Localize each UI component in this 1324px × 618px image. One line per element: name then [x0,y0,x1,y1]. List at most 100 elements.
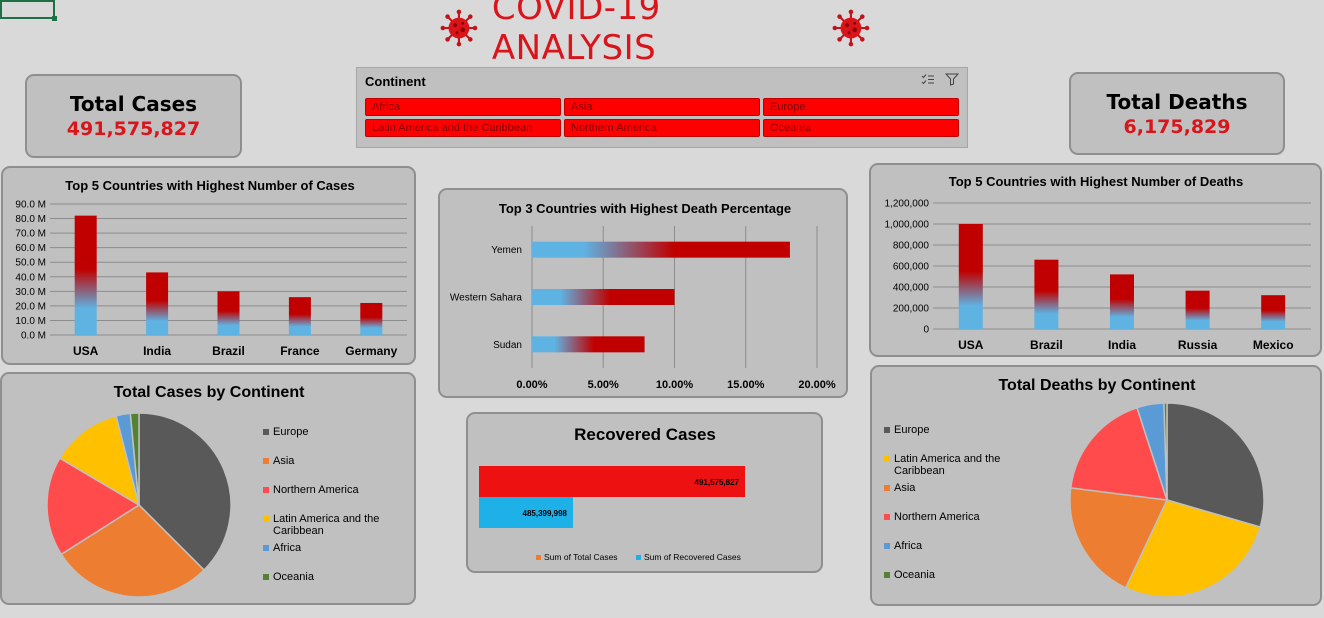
slicer-item-latin-america[interactable]: Latin America and the Caribbean [365,119,561,137]
y-tick-label: 400,000 [893,283,930,294]
y-tick-label: 60.0 M [15,243,46,254]
x-tick-label: Mexico [1253,338,1294,352]
pie-slice [129,412,140,506]
x-tick-label: 0.00% [516,379,547,391]
virus-icon [832,9,870,47]
legend-label: Africa [273,542,302,554]
pie-slice [1069,406,1169,501]
y-tick-label: 1,000,000 [885,220,930,231]
slicer-item-asia[interactable]: Asia [564,98,760,116]
legend-swatch [636,555,641,560]
y-tick-label: 90.0 M [15,200,46,211]
legend-swatch [263,487,269,493]
pie-slice [138,412,232,572]
slicer-item-europe[interactable]: Europe [763,98,959,116]
legend-label: Northern America [894,511,980,523]
legend-label-line: Latin America and the [894,453,1000,465]
legend-label-line: Caribbean [894,465,945,477]
legend-label: Oceania [894,569,936,581]
x-tick-label: Russia [1178,338,1218,352]
bar [1034,259,1059,329]
deaths-by-continent-panel: Total Deaths by Continent Europe Latin Ame… [870,365,1322,606]
x-tick-label: Brazil [212,344,245,358]
legend-swatch [884,572,890,578]
x-tick-label: Germany [345,344,397,358]
legend-label-line: Caribbean [273,525,324,537]
continent-slicer[interactable]: Continent Africa Asia Europe Latin Ameri… [356,67,968,148]
legend-label: Sum of Total Cases [544,552,618,562]
legend-label: Latin America and the Caribbean [894,453,1000,477]
legend-label-line: Latin America and the [273,513,379,525]
legend-label-line: Europe [273,426,308,438]
chart-title: Recovered Cases [574,425,716,444]
top5-cases-chart-panel: Top 5 Countries with Highest Number of C… [1,166,416,365]
x-tick-label: Brazil [1030,338,1063,352]
legend-label: Europe [894,424,929,436]
chart-title: Top 3 Countries with Highest Death Perce… [499,201,791,216]
data-label: 485,399,998 [523,509,568,518]
recovered-cases-chart: Recovered Cases 491,575,827 485,399,998 Sum… [479,425,745,562]
dashboard-title: COVID-19 ANALYSIS [491,0,661,68]
x-tick-label: 5.00% [588,379,619,391]
y-tick-label: Western Sahara [450,293,523,304]
slicer-header: Continent [365,74,426,89]
bar [1261,295,1286,329]
legend-label-line: Northern America [894,511,980,523]
pie-slice [46,457,141,556]
total-cases-value: 491,575,827 [66,118,201,140]
clear-filter-icon[interactable] [945,73,959,86]
y-tick-label: 0 [923,325,929,336]
slicer-item-oceania[interactable]: Oceania [763,119,959,137]
legend-swatch [263,429,269,435]
bar [958,224,983,329]
pie-slice [1163,402,1168,501]
total-deaths-label: Total Deaths [1106,89,1248,114]
y-tick-label: 800,000 [893,241,930,252]
bar [360,302,383,335]
total-cases-card: Total Cases 491,575,827 [25,74,242,158]
x-tick-label: USA [958,338,984,352]
legend-label: Africa [894,540,923,552]
y-tick-label: Sudan [493,340,522,351]
x-tick-label: France [280,344,320,358]
pie-slice [60,504,206,598]
total-deaths-card: Total Deaths 6,175,829 [1069,72,1285,155]
x-tick-label: India [143,344,171,358]
y-tick-label: 40.0 M [15,272,46,283]
selected-cell[interactable] [0,0,57,21]
y-tick-label: 1,200,000 [885,199,930,210]
legend-label-line: Africa [273,542,302,554]
legend-label: Europe [273,426,308,438]
chart-title: Total Deaths by Continent [998,377,1196,394]
legend-label-line: Asia [894,482,916,494]
slicer-item-northern-america[interactable]: Northern America [564,119,760,137]
data-label: 491,575,827 [695,478,740,487]
pie-slice [1069,487,1169,589]
bar [532,241,790,258]
dashboard-header: COVID-19 ANALYSIS [440,0,870,68]
bar [217,291,240,335]
legend-label: Sum of Recovered Cases [644,552,741,562]
legend-label-line: Asia [273,455,295,467]
bar [479,466,745,497]
legend-swatch [884,514,890,520]
virus-icon [440,9,478,47]
total-cases-label: Total Cases [69,92,198,116]
bar [146,272,169,335]
pie-slice [1166,402,1265,528]
legend-label-line: Northern America [273,484,359,496]
bar [1185,290,1210,329]
y-tick-label: 600,000 [893,262,930,273]
chart-title: Top 5 Countries with Highest Number of C… [65,178,354,193]
legend-label: Northern America [273,484,359,496]
multi-select-icon[interactable] [921,73,935,86]
slicer-item-africa[interactable]: Africa [365,98,561,116]
bar [532,289,675,305]
legend-swatch [263,458,269,464]
legend-label: Asia [273,455,295,467]
death-percentage-chart-panel: Top 3 Countries with Highest Death Perce… [438,188,848,398]
top5-cases-chart: Top 5 Countries with Highest Number of C… [15,178,407,358]
legend-label-line: Oceania [894,569,936,581]
total-deaths-value: 6,175,829 [1123,115,1231,138]
legend-swatch [884,485,890,491]
